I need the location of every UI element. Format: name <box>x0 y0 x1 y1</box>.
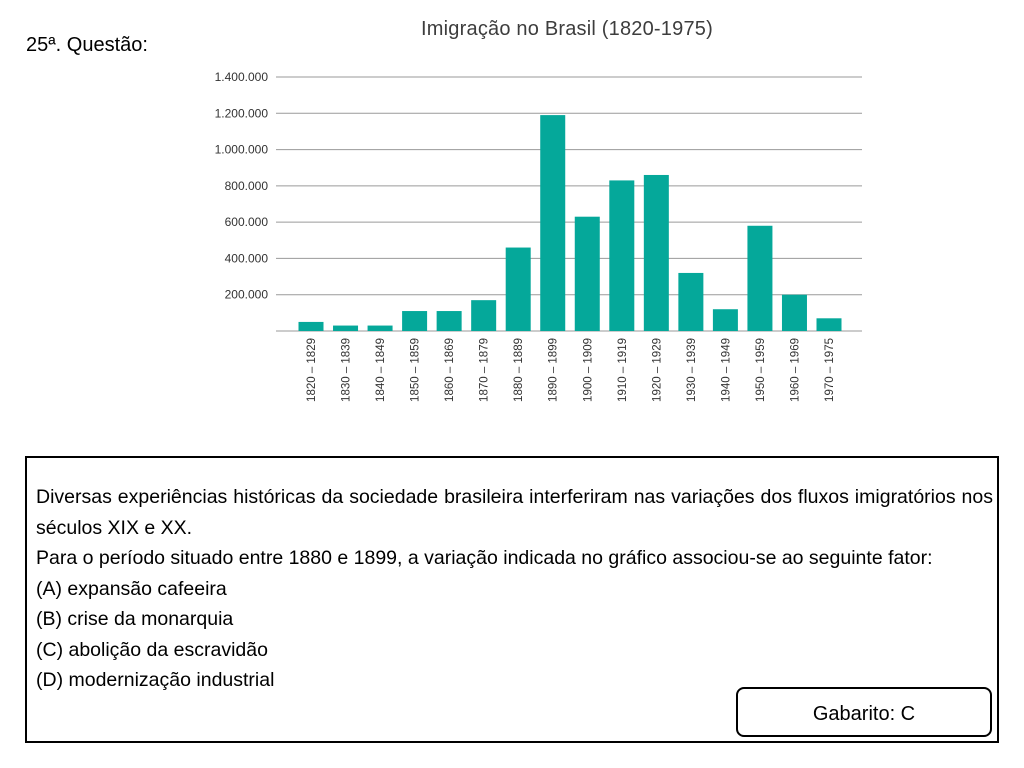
bar <box>540 115 566 331</box>
option-a: (A) expansão cafeeira <box>36 577 227 600</box>
x-tick-label: 1820 – 1829 <box>306 338 318 402</box>
bar <box>747 225 773 331</box>
y-tick-label: 1.400.000 <box>215 70 269 84</box>
bar <box>367 325 393 331</box>
bar-chart: 200.000 400.000 600.000 800.000 1.000.000 1.2… <box>215 70 862 402</box>
bar <box>505 247 531 331</box>
bar <box>816 318 842 331</box>
bar <box>609 180 635 331</box>
question-paragraph-2: Para o período situado entre 1880 e 1899… <box>36 547 933 569</box>
bar <box>471 300 497 331</box>
x-tick-label: 1960 – 1969 <box>789 338 801 402</box>
bar <box>678 272 704 331</box>
y-tick-label: 600.000 <box>225 215 269 229</box>
x-tick-label: 1850 – 1859 <box>410 338 422 402</box>
bar <box>712 309 738 331</box>
x-tick-label: 1910 – 1919 <box>617 338 629 402</box>
bar <box>402 311 428 331</box>
bar <box>298 321 324 331</box>
answer-key-text: Gabarito: C <box>812 702 916 725</box>
bar <box>436 311 462 331</box>
y-tick-label: 1.200.000 <box>215 106 269 120</box>
x-tick-label: 1950 – 1959 <box>755 338 767 402</box>
x-tick-label: 1930 – 1939 <box>686 338 698 402</box>
bar <box>781 294 807 331</box>
option-c: (C) abolição da escravidão <box>36 638 268 661</box>
x-tick-label: 1900 – 1909 <box>582 338 594 402</box>
y-tick-label: 1.000.000 <box>215 143 269 157</box>
bar <box>574 216 600 331</box>
y-tick-label: 400.000 <box>225 251 269 265</box>
x-tick-label: 1860 – 1869 <box>444 338 456 402</box>
question-number: 25ª. Questão: <box>26 34 148 56</box>
y-tick-label: 800.000 <box>225 179 269 193</box>
x-tick-label: 1940 – 1949 <box>720 338 732 402</box>
question-paragraph-1: Diversas experiências históricas da soci… <box>36 486 993 539</box>
x-tick-label: 1880 – 1889 <box>513 338 525 402</box>
answer-key-box: Gabarito: C <box>736 687 992 737</box>
chart-title: Imigração no Brasil (1820-1975) <box>421 18 713 40</box>
question-text: Diversas experiências históricas da soci… <box>36 482 993 696</box>
x-tick-label: 1870 – 1879 <box>479 338 491 402</box>
option-d: (D) modernização industrial <box>36 669 275 691</box>
bar <box>333 325 359 331</box>
bar <box>643 174 669 331</box>
question-box: Diversas experiências históricas da soci… <box>25 456 999 743</box>
x-tick-label: 1830 – 1839 <box>341 338 353 402</box>
x-tick-label: 1890 – 1899 <box>548 338 560 402</box>
y-tick-label: 200.000 <box>225 288 269 302</box>
x-tick-label: 1970 – 1975 <box>824 338 836 402</box>
option-b: (B) crise da monarquia <box>36 608 234 630</box>
x-tick-label: 1840 – 1849 <box>375 338 387 402</box>
x-tick-label: 1920 – 1929 <box>651 338 663 402</box>
